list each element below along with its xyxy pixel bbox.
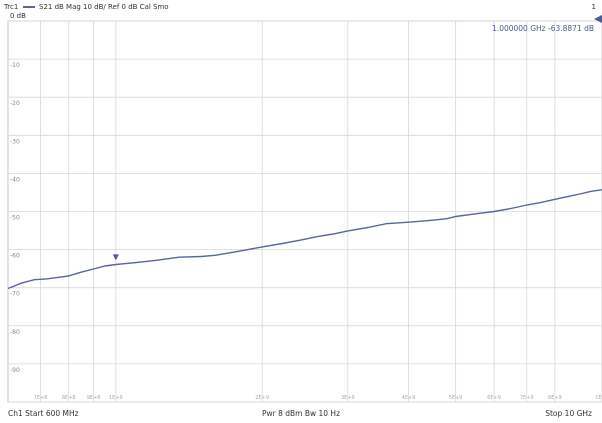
- marker-layer: [112, 254, 119, 261]
- trace-description[interactable]: S21 dB Mag 10 dB/ Ref 0 dB Cal Smo: [39, 3, 169, 11]
- marker-readout: 1.000000 GHz -63.8871 dB: [492, 24, 594, 33]
- y-tick-label: -30: [10, 138, 20, 145]
- x-tick-label: 2E+9: [255, 395, 269, 401]
- start-frequency[interactable]: Ch1 Start 600 MHz: [8, 409, 79, 418]
- y-tick-label: -50: [10, 215, 20, 222]
- x-tick-label: 3E+9: [341, 395, 355, 401]
- tick-labels: -10-20-30-40-50-60-70-80-90-1007E+88E+89…: [10, 62, 602, 401]
- grid: [7, 20, 602, 403]
- trace-line-swatch: [23, 6, 35, 8]
- x-tick-label: 7E+8: [34, 395, 48, 401]
- channel-footer: Ch1 Start 600 MHz Pwr 8 dBm Bw 10 Hz Sto…: [0, 405, 602, 423]
- x-tick-label: 5E+9: [449, 395, 463, 401]
- x-tick-label: 8E+9: [548, 395, 562, 401]
- trace-header: Trc1 S21 dB Mag 10 dB/ Ref 0 dB Cal Smo …: [0, 0, 602, 14]
- trace-s21-line: [7, 189, 602, 290]
- x-tick-label: 4E+9: [402, 395, 416, 401]
- x-tick-label: 6E+9: [487, 395, 501, 401]
- y-tick-label: -90: [10, 367, 20, 374]
- marker-triangle-icon: [112, 254, 119, 261]
- x-tick-label: 1E+1: [595, 395, 602, 401]
- y-tick-label: -40: [10, 176, 20, 183]
- ref-level-label: 0 dB: [10, 12, 26, 20]
- x-tick-label: 9E+8: [87, 395, 101, 401]
- x-tick-label: 7E+9: [520, 395, 534, 401]
- y-tick-label: -80: [10, 329, 20, 336]
- y-tick-label: -20: [10, 100, 20, 107]
- trace-name[interactable]: Trc1: [4, 3, 19, 11]
- y-tick-label: -10: [10, 62, 20, 69]
- y-tick-label: -70: [10, 291, 20, 298]
- power-bandwidth[interactable]: Pwr 8 dBm Bw 10 Hz: [261, 409, 341, 418]
- x-tick-label: 8E+8: [62, 395, 76, 401]
- y-tick-label: -60: [10, 253, 20, 260]
- trace-layer: [7, 189, 602, 290]
- ref-level-arrow-icon[interactable]: [594, 15, 602, 23]
- stop-frequency[interactable]: Stop 10 GHz: [545, 409, 592, 418]
- channel-number: 1: [591, 3, 596, 11]
- x-tick-label: 1E+9: [109, 395, 123, 401]
- plot-area[interactable]: -10-20-30-40-50-60-70-80-90-1007E+88E+89…: [0, 0, 602, 405]
